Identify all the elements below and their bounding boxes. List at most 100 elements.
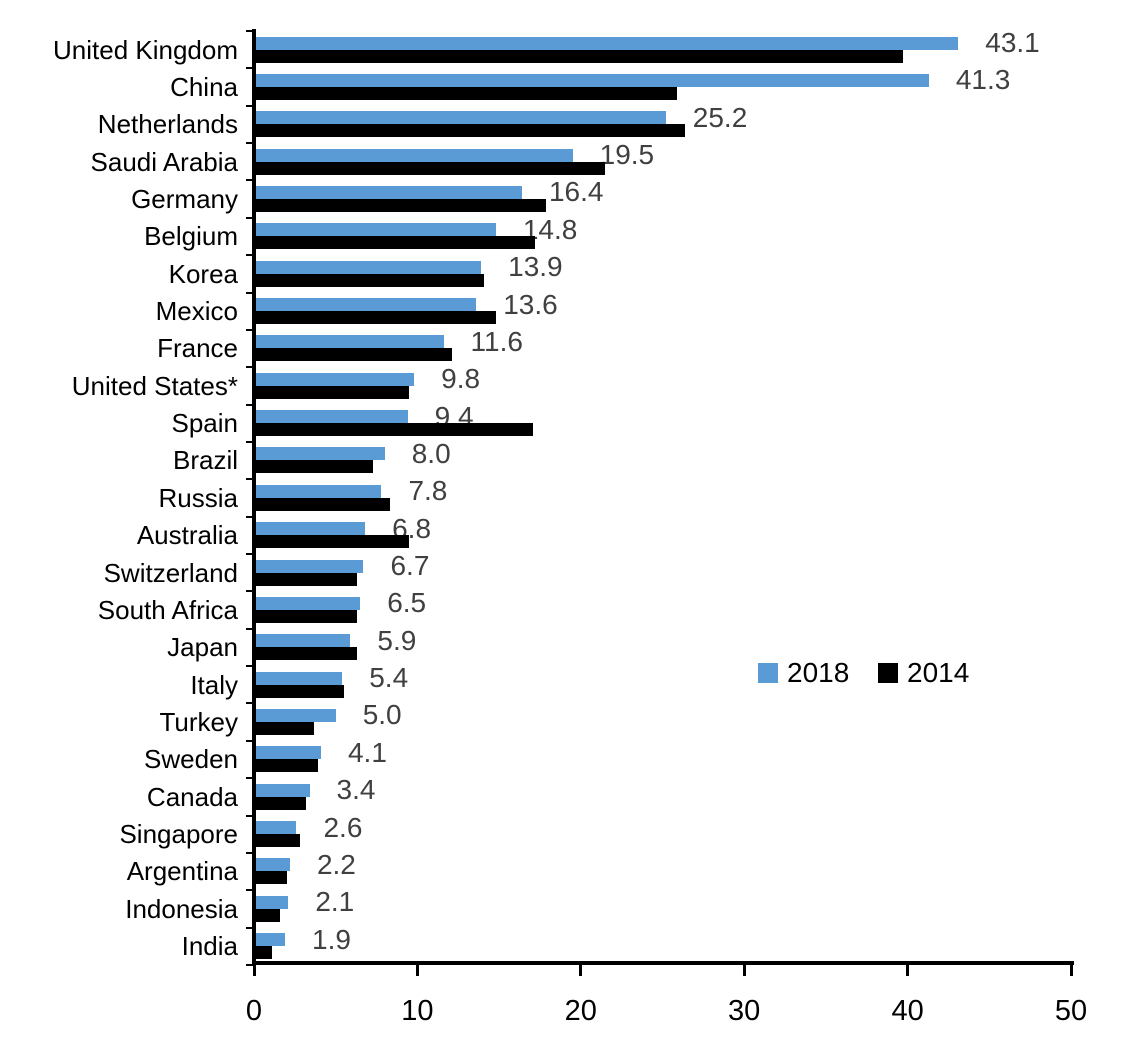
x-axis-tick-label: 0: [245, 995, 263, 1027]
y-axis-tick: [246, 739, 254, 742]
x-axis-line: [252, 961, 1074, 965]
y-axis-tick: [246, 553, 254, 556]
x-axis-tick: [906, 963, 910, 976]
bar-2018: [254, 335, 444, 349]
category-label: Netherlands: [97, 109, 238, 140]
bar-2018: [254, 895, 289, 909]
category-label: Japan: [167, 632, 238, 663]
y-axis-tick: [246, 702, 254, 705]
value-label: 25.2: [692, 101, 748, 133]
value-label: 13.6: [503, 288, 558, 320]
y-axis-tick: [246, 403, 254, 406]
bar-2014: [254, 535, 410, 549]
legend-label-2014: 2014: [907, 657, 970, 688]
category-label: Mexico: [155, 296, 238, 327]
bar-2018: [254, 111, 666, 125]
legend-swatch-2014: [878, 663, 898, 683]
y-axis-tick: [246, 515, 254, 518]
value-label: 5.0: [362, 699, 402, 731]
bar-2014: [254, 647, 357, 661]
bar-2014: [254, 86, 678, 100]
value-label: 5.9: [377, 624, 417, 656]
category-label: Belgium: [144, 221, 238, 252]
y-axis-tick: [246, 964, 254, 966]
category-label: Russia: [158, 482, 238, 513]
value-label: 43.1: [985, 27, 1040, 58]
bar-2018: [254, 447, 385, 461]
bar-2014: [254, 871, 287, 885]
bar-2014: [254, 460, 374, 474]
bar-2014: [254, 721, 315, 735]
value-label: 19.5: [599, 139, 655, 171]
x-axis-tick-label: 30: [728, 995, 761, 1027]
category-label: Italy: [190, 669, 238, 700]
y-axis-tick: [246, 627, 254, 630]
y-axis-tick: [246, 67, 254, 70]
category-label: Spain: [171, 408, 239, 439]
bar-2014: [254, 834, 300, 848]
bar-2018: [254, 933, 286, 947]
value-label: 4.1: [347, 736, 387, 768]
bar-2014: [254, 311, 496, 325]
bar-2018: [254, 522, 366, 536]
bar-2018: [254, 858, 290, 872]
value-label: 2.2: [316, 848, 356, 880]
bar-2018: [254, 559, 364, 573]
y-axis-tick: [246, 291, 254, 294]
category-label: Korea: [168, 258, 238, 289]
y-axis-tick: [246, 104, 254, 107]
category-label: India: [181, 931, 238, 962]
bar-2018: [254, 372, 415, 386]
legend-swatch-2018: [758, 663, 778, 683]
category-label: Australia: [136, 520, 238, 551]
bar-2014: [254, 497, 390, 511]
x-axis-tick: [1069, 963, 1073, 976]
bar-2014: [254, 348, 452, 362]
category-label: Germany: [131, 183, 238, 214]
bar-2018: [254, 821, 297, 835]
bar-2014: [254, 49, 903, 63]
bar-2018: [254, 596, 361, 610]
bar-2014: [254, 609, 357, 623]
bar-2014: [254, 946, 272, 960]
x-axis-tick: [252, 963, 256, 976]
bar-2014: [254, 423, 534, 437]
y-axis-line: [252, 29, 256, 965]
bar-2018: [254, 298, 477, 312]
value-label: 11.6: [470, 325, 523, 357]
value-label: 41.3: [955, 64, 1011, 96]
x-axis-tick-label: 10: [401, 995, 434, 1027]
category-label: China: [170, 71, 238, 102]
bar-2018: [254, 634, 351, 648]
bar-2018: [254, 223, 496, 237]
bar-2014: [254, 572, 357, 586]
y-axis-tick: [246, 851, 254, 854]
bar-2014: [254, 908, 281, 922]
bar-2018: [254, 185, 522, 199]
bar-2014: [254, 759, 318, 773]
category-label: Saudi Arabia: [90, 146, 238, 177]
value-label: 6.7: [390, 550, 430, 582]
value-label: 2.1: [315, 886, 355, 918]
value-label: 16.4: [548, 176, 604, 208]
x-axis-tick-label: 40: [891, 995, 924, 1027]
category-label: United States*: [71, 370, 238, 401]
category-label: Brazil: [172, 445, 238, 476]
value-label: 13.9: [508, 251, 563, 283]
y-axis-tick: [246, 179, 254, 182]
value-label: 7.8: [408, 475, 448, 507]
x-axis-tick: [579, 963, 583, 976]
bar-2018: [254, 410, 408, 424]
bar-2014: [254, 796, 307, 810]
bar-2014: [254, 236, 536, 250]
category-label: Turkey: [159, 706, 239, 737]
y-axis-tick: [246, 889, 254, 892]
category-label: France: [157, 333, 238, 364]
bar-2018: [254, 708, 336, 722]
bar-2018: [254, 73, 929, 87]
value-label: 6.5: [387, 587, 427, 619]
y-axis-tick: [246, 440, 254, 443]
category-label: Canada: [146, 781, 238, 812]
category-label: South Africa: [97, 594, 238, 625]
